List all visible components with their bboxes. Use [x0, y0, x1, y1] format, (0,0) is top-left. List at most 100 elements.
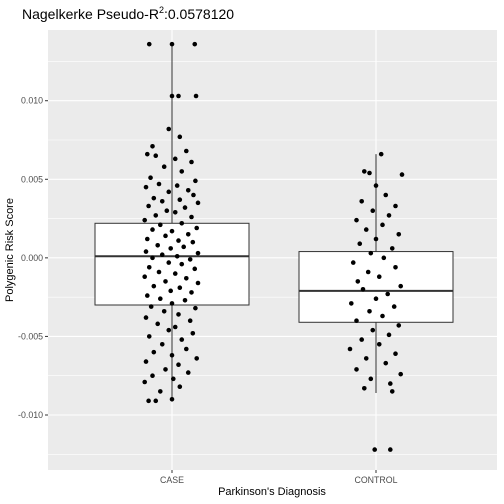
- data-point: [145, 151, 150, 157]
- data-point: [168, 246, 173, 251]
- data-point: [388, 381, 393, 386]
- data-point: [385, 291, 391, 297]
- data-point: [386, 332, 392, 338]
- data-point: [378, 151, 384, 157]
- data-point: [398, 283, 404, 289]
- data-point: [169, 301, 175, 306]
- data-point: [373, 296, 379, 302]
- data-point: [179, 261, 185, 267]
- y-axis-ticks: 0.010 0.005 0.000 -0.005 -0.010: [18, 96, 48, 420]
- data-point: [159, 198, 165, 204]
- data-point: [163, 279, 168, 284]
- data-point: [151, 349, 157, 355]
- data-point: [179, 169, 185, 174]
- data-point: [370, 208, 376, 214]
- data-point: [163, 233, 168, 239]
- data-point: [354, 367, 359, 372]
- data-point: [146, 264, 152, 270]
- y-axis-title: Polygenic Risk Score: [4, 198, 16, 302]
- data-point: [380, 222, 385, 228]
- data-point: [193, 305, 198, 311]
- data-point: [360, 286, 366, 292]
- data-point: [143, 315, 149, 320]
- data-point: [187, 257, 193, 262]
- data-point: [176, 238, 181, 243]
- data-point: [347, 346, 353, 352]
- data-point: [156, 269, 162, 275]
- data-point: [399, 172, 405, 177]
- data-point: [151, 283, 157, 289]
- data-point: [171, 376, 176, 382]
- data-point: [151, 195, 157, 201]
- data-point: [355, 279, 361, 284]
- whiskers: [171, 44, 377, 401]
- data-point: [365, 269, 371, 275]
- data-point: [168, 288, 173, 294]
- data-point: [156, 181, 162, 187]
- data-point: [166, 189, 172, 195]
- data-point: [176, 362, 181, 368]
- data-point: [367, 170, 372, 176]
- data-point: [159, 252, 165, 258]
- data-point: [193, 93, 199, 99]
- data-point: [142, 379, 147, 385]
- data-point: [145, 236, 150, 242]
- y-tick-label: 0.005: [21, 174, 43, 184]
- data-point: [172, 271, 178, 276]
- chart-title: Nagelkerke Pseudo-R2:0.0578120: [22, 5, 234, 22]
- data-point: [159, 341, 165, 347]
- data-point: [195, 280, 201, 286]
- data-point: [166, 126, 172, 132]
- data-point: [176, 93, 181, 99]
- data-point: [393, 264, 398, 270]
- data-point: [181, 244, 186, 250]
- data-point: [363, 356, 369, 361]
- data-point: [189, 159, 194, 165]
- data-point: [146, 41, 152, 47]
- data-point: [176, 312, 181, 317]
- points: [142, 41, 405, 452]
- data-point: [357, 241, 363, 247]
- data-point: [177, 285, 183, 291]
- data-point: [145, 293, 150, 298]
- data-point: [146, 398, 151, 404]
- data-point: [146, 334, 152, 339]
- data-point: [169, 228, 175, 234]
- data-point: [386, 213, 392, 218]
- data-point: [153, 153, 159, 159]
- data-point: [174, 183, 180, 188]
- data-point: [182, 297, 188, 303]
- data-point: [155, 242, 160, 248]
- data-point: [191, 192, 196, 198]
- data-point: [393, 351, 398, 357]
- data-point: [143, 359, 149, 364]
- data-point: [150, 227, 155, 232]
- data-point: [192, 41, 198, 47]
- data-point: [163, 367, 168, 372]
- y-tick-label: -0.005: [18, 331, 43, 341]
- data-point: [398, 371, 404, 377]
- data-point: [185, 231, 191, 237]
- data-point: [380, 313, 385, 319]
- data-point: [192, 266, 198, 272]
- box: [298, 251, 454, 323]
- data-point: [150, 255, 155, 261]
- data-point: [190, 330, 196, 336]
- data-point: [161, 164, 167, 170]
- data-point: [363, 227, 369, 232]
- data-point: [174, 253, 180, 259]
- data-point: [389, 389, 395, 394]
- data-point: [354, 318, 359, 324]
- data-point: [396, 323, 402, 328]
- data-point: [150, 143, 155, 149]
- data-point: [166, 260, 172, 265]
- data-point: [389, 246, 395, 251]
- data-point: [185, 187, 191, 193]
- data-point: [153, 213, 159, 218]
- data-point: [177, 197, 183, 203]
- x-axis-ticks: CASE CONTROL: [160, 470, 398, 485]
- data-point: [179, 337, 185, 342]
- data-point: [376, 341, 382, 347]
- data-point: [164, 208, 170, 214]
